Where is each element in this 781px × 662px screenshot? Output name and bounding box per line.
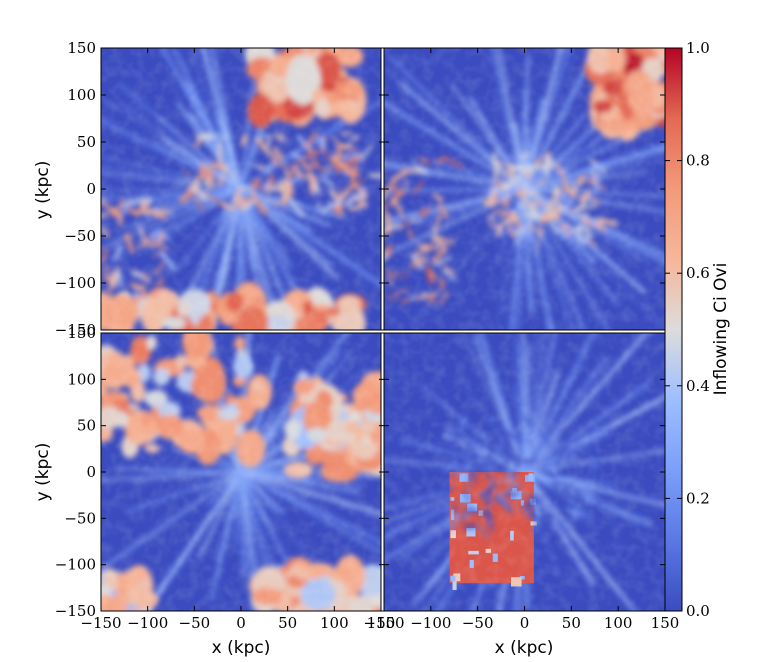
panel-1-texture — [384, 48, 665, 330]
colorbar-tick-label: 0.6 — [686, 264, 710, 282]
x-tick-label: 50 — [278, 614, 297, 632]
panel-top-right — [383, 47, 666, 331]
y-tick-label: 150 — [67, 324, 96, 342]
y-tick-label: −100 — [55, 556, 96, 574]
colorbar-tick-label: 0.4 — [686, 377, 710, 395]
x-tick-label: −50 — [462, 614, 494, 632]
x-tick-label: 150 — [651, 614, 680, 632]
panel-bottom-left — [100, 332, 382, 612]
y-tick-label: −150 — [55, 321, 96, 339]
y-tick-label: −100 — [55, 274, 96, 292]
y-tick-label: −50 — [64, 227, 96, 245]
x-tick-label: 0 — [236, 614, 246, 632]
x-tick-label: −100 — [410, 614, 451, 632]
colorbar-tick-label: 0.2 — [686, 489, 710, 507]
x-tick-label: 0 — [520, 614, 530, 632]
x-tick-label: 100 — [320, 614, 349, 632]
panel-3-texture — [384, 333, 665, 611]
y-axis-label-bottom: y (kpc) — [33, 443, 53, 502]
y-tick-label: 0 — [86, 463, 96, 481]
x-axis-label-right: x (kpc) — [495, 638, 554, 658]
y-tick-label: 0 — [86, 180, 96, 198]
x-tick-label: 150 — [367, 614, 396, 632]
panel-2-texture — [101, 333, 381, 611]
x-tick-label: −50 — [179, 614, 211, 632]
x-tick-label: 100 — [604, 614, 633, 632]
x-tick-label: −150 — [363, 614, 404, 632]
x-tick-label: −150 — [80, 614, 121, 632]
colorbar: 0.0 0.2 0.4 0.6 0.8 1.0 — [664, 39, 710, 620]
x-tick-label: −100 — [127, 614, 168, 632]
y-tick-label: 50 — [77, 133, 96, 151]
colorbar-tick-label: 1.0 — [686, 39, 710, 57]
y-axis-label-top: y (kpc) — [33, 161, 53, 220]
y-tick-label: 150 — [67, 39, 96, 57]
y-tick-label: 50 — [77, 417, 96, 435]
y-tick-label: 100 — [67, 370, 96, 388]
y-tick-label: −150 — [55, 602, 96, 620]
colorbar-label: Inflowing Ci Ovi — [711, 263, 731, 396]
y-tick-label: −50 — [64, 509, 96, 527]
x-tick-label: 50 — [562, 614, 581, 632]
panel-top-left — [100, 47, 382, 331]
panel-0-texture — [101, 48, 381, 330]
colorbar-tick-label: 0.0 — [686, 602, 710, 620]
panel-bottom-right — [383, 332, 666, 612]
y-tick-label: 100 — [67, 86, 96, 104]
colorbar-tick-label: 0.8 — [686, 152, 710, 170]
x-axis-label-left: x (kpc) — [212, 638, 271, 658]
